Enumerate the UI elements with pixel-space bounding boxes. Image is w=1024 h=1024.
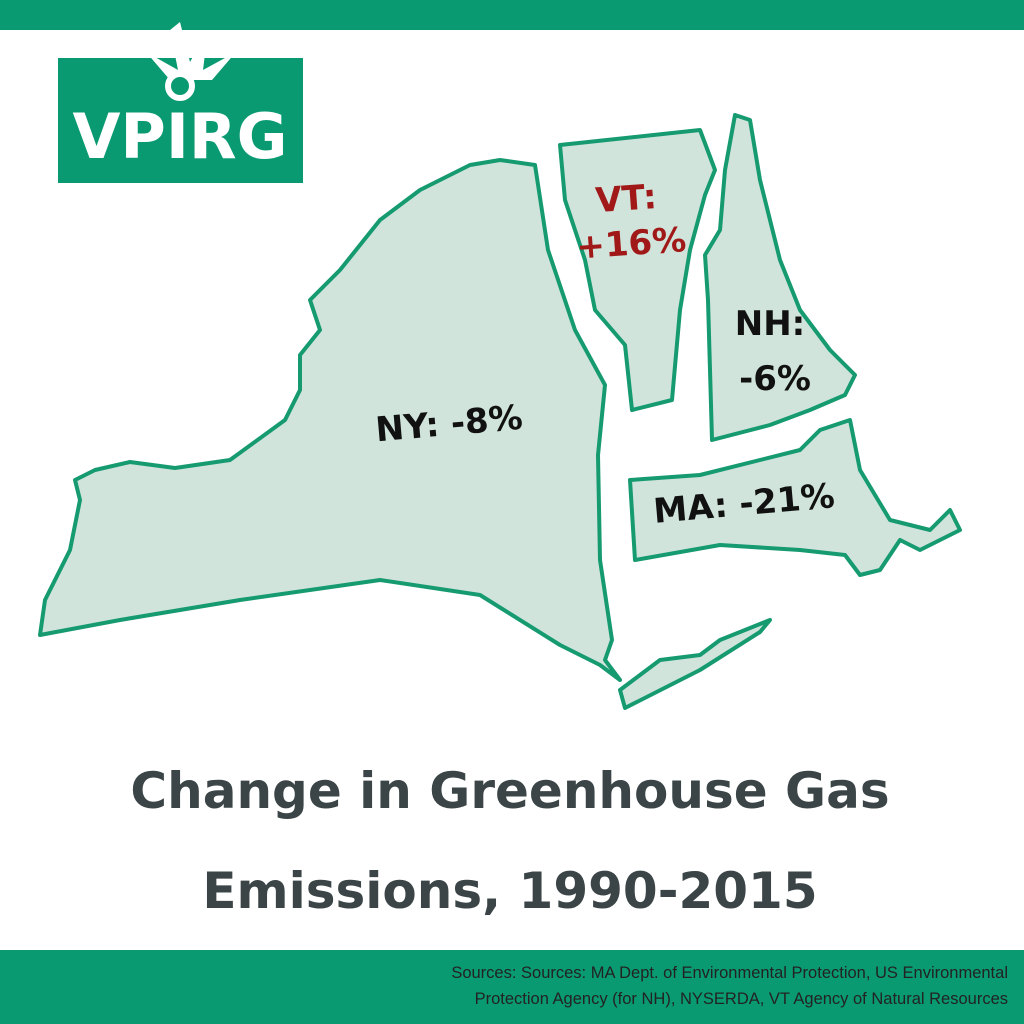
state-li <box>618 618 772 710</box>
state-label: +16% <box>575 220 687 268</box>
sources: Sources: Sources: MA Dept. of Environmen… <box>451 964 1008 982</box>
state-label: -6% <box>739 359 811 399</box>
state-label: NH: <box>735 304 806 344</box>
title: Change in Greenhouse Gas <box>130 762 889 820</box>
state-nh <box>703 113 857 442</box>
map: NY: -8% VT: +16% NH: -6% MA: -21% <box>38 113 962 710</box>
state-ny <box>38 158 622 682</box>
state-label: VT: <box>594 177 658 221</box>
bottom-band <box>0 950 1024 1024</box>
title: Emissions, 1990-2015 <box>202 862 817 920</box>
sources: Protection Agency (for NH), NYSERDA, VT … <box>475 990 1008 1008</box>
logo: VPIRG <box>58 22 303 183</box>
state-ma <box>628 418 962 577</box>
logo-text: VPIRG <box>72 100 287 173</box>
top-band <box>0 0 1024 30</box>
state-vt <box>558 128 717 412</box>
